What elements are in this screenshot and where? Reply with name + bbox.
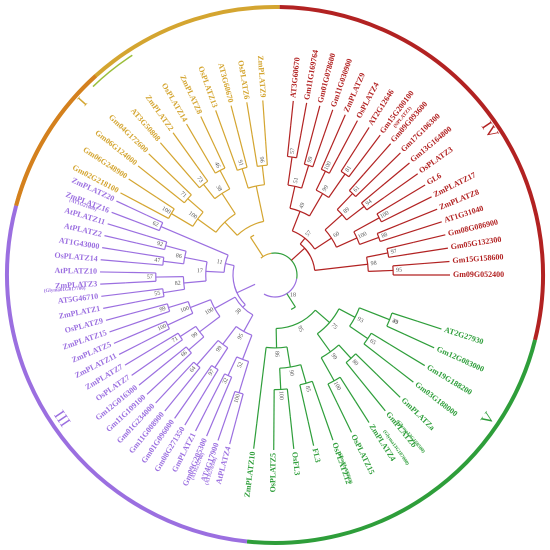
bootstrap-value: 100	[204, 307, 215, 317]
bootstrap-value: 99	[307, 156, 314, 163]
bootstrap-value: 93	[356, 316, 364, 324]
clade-IV: AT3G60670 Gm11G169764Gm01G078600Gm11G0309…	[287, 49, 504, 279]
bootstrap-value: 75	[330, 323, 338, 331]
leaf-label: AT2G27930	[443, 325, 485, 346]
bootstrap-value: 49	[299, 202, 307, 210]
bootstrap-value: 38	[214, 184, 222, 192]
leaf-label: OsPLATZ14	[54, 251, 98, 264]
root-bootstrap: 18	[290, 292, 296, 298]
bootstrap-value: 88	[381, 232, 389, 240]
bootstrap-value: 100	[187, 211, 198, 221]
bootstrap-value: 11	[216, 259, 223, 266]
bootstrap-value: 57	[290, 148, 297, 155]
leaf-label: OsPLATZ5	[268, 453, 277, 492]
bootstrap-value: 100	[332, 381, 342, 392]
leaf-label: AT5G46710	[57, 292, 99, 306]
bootstrap-value: 52	[237, 361, 245, 369]
bootstrap-value: 98	[370, 261, 377, 268]
bootstrap-value: 95	[296, 325, 304, 333]
leaf-label: FL3	[311, 447, 323, 463]
bootstrap-value: 90	[287, 370, 294, 377]
leaf-label: Gm05G132300	[450, 235, 502, 252]
bootstrap-value: 39	[391, 318, 399, 326]
bootstrap-value: 60	[333, 231, 341, 239]
leaf-label: Gm09G052400	[453, 270, 504, 279]
bootstrap-value: 51	[293, 177, 300, 184]
bootstrap-value: 100	[357, 231, 368, 240]
leaf-label: Gm15G158600	[452, 252, 504, 265]
bootstrap-value: 82	[175, 281, 182, 288]
bootstrap-value: 95	[237, 333, 245, 341]
leaf-label: AT3G60670	[216, 62, 235, 104]
bootstrap-value: 57	[147, 275, 153, 281]
bootstrap-value: 38	[235, 308, 243, 316]
bootstrap-value: 62	[151, 221, 159, 229]
bootstrap-value: 96	[258, 156, 265, 163]
bootstrap-value: 86	[273, 351, 279, 357]
ring-segment-I	[16, 7, 280, 206]
leaf-label: GL6	[425, 171, 443, 187]
bootstrap-value: 91	[236, 159, 244, 167]
leaf-label: AT3G60670	[288, 57, 301, 98]
bootstrap-value: 92	[156, 241, 163, 248]
bootstrap-value: 46	[213, 161, 221, 169]
leaf-label: ZmPLATZ9	[256, 55, 268, 98]
bootstrap-value: 47	[154, 258, 161, 265]
bootstrap-value: 17	[197, 268, 203, 274]
bootstrap-value: 80	[351, 359, 359, 367]
bootstrap-value: 100	[161, 206, 172, 216]
leaf-label: OsPLATZ6	[236, 60, 251, 100]
bootstrap-value: 89	[343, 207, 351, 215]
leaf-label: OsFL3	[290, 451, 301, 475]
bootstrap-value: 99	[329, 353, 337, 361]
leaf-label: ZmPLATZ10	[243, 451, 258, 498]
bootstrap-value: 100	[180, 306, 191, 315]
clade-I: Gm02G218100Gm06G248900Gm06G124000Gm04G17…	[71, 55, 268, 256]
group-label-I: I	[75, 94, 91, 109]
bootstrap-value: 99	[191, 332, 199, 340]
bootstrap-value: 86	[175, 253, 182, 260]
leaf-label: OsPLATZ15	[349, 433, 376, 476]
leaf-label: AT1G43000	[58, 236, 100, 251]
bootstrap-value: 71	[179, 191, 187, 199]
bootstrap-value: 97	[390, 249, 397, 256]
bootstrap-value: 65	[368, 338, 376, 346]
bootstrap-value: 99	[215, 345, 223, 353]
leaf-label: AtPLATZ10	[54, 266, 97, 276]
bootstrap-value: 85	[304, 385, 311, 392]
bootstrap-value: 95	[396, 267, 402, 273]
bootstrap-value: 73	[195, 176, 203, 184]
bootstrap-value: 100	[277, 391, 283, 400]
group-label-IV: IV	[478, 119, 502, 143]
bootstrap-value: 57	[305, 230, 313, 238]
ring-segment-IV	[280, 7, 543, 340]
bootstrap-value: 55	[154, 291, 161, 298]
clade-V: AT2G27930Gm12G083000Gm19G188200Gm03G1880…	[243, 294, 486, 498]
bootstrap-value: 99	[322, 184, 330, 192]
